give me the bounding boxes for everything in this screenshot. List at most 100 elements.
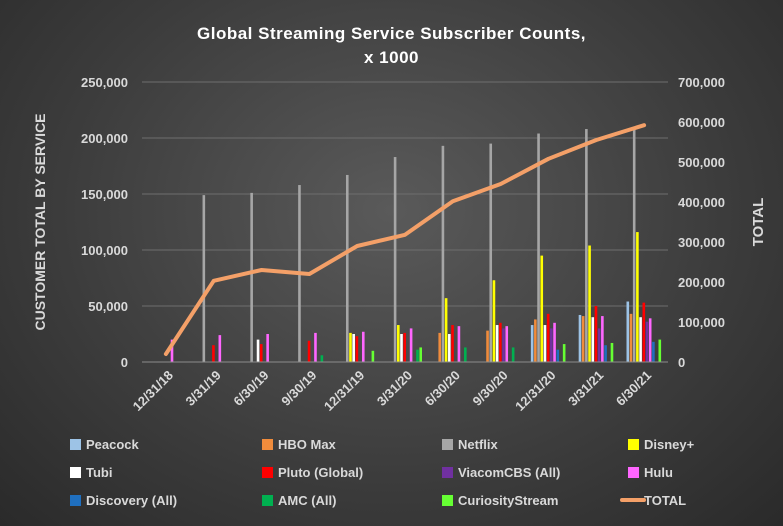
bar [419, 347, 422, 362]
bar [457, 326, 461, 362]
bar [585, 129, 588, 362]
bar [553, 322, 556, 362]
bar [492, 280, 496, 362]
legend-swatch [262, 439, 273, 450]
x-tick-label: 3/31/20 [374, 368, 415, 409]
y2-tick-label: 400,000 [678, 195, 725, 210]
legend-swatch [628, 467, 639, 478]
bar [645, 321, 649, 362]
legend-swatch [262, 495, 273, 506]
bar [626, 301, 630, 362]
bar [320, 355, 324, 362]
x-tick-label: 12/31/19 [321, 368, 367, 414]
legend-label: HBO Max [278, 437, 337, 452]
legend-swatch [628, 439, 639, 450]
legend-swatch [262, 467, 273, 478]
legend-label: Pluto (Global) [278, 465, 363, 480]
bar [530, 325, 534, 362]
y-axis-title: CUSTOMER TOTAL BY SERVICE [32, 113, 48, 330]
y2-tick-label: 0 [678, 355, 685, 370]
legend-label: TOTAL [644, 493, 686, 508]
y-tick-label: 150,000 [81, 187, 128, 202]
bar [629, 313, 633, 362]
legend-label: Disney+ [644, 437, 695, 452]
legend-swatch [442, 495, 453, 506]
bar [588, 245, 591, 362]
bar [505, 326, 509, 362]
bar [540, 255, 544, 362]
x-tick-label: 3/31/19 [183, 368, 224, 409]
x-tick-label: 9/30/19 [278, 368, 319, 409]
bar [409, 328, 413, 362]
bar [266, 334, 269, 362]
legend-label: Tubi [86, 465, 112, 480]
chart-subtitle: x 1000 [364, 48, 419, 67]
bar [218, 335, 222, 362]
bar [212, 345, 215, 362]
legend-label: Hulu [644, 465, 673, 480]
bar [202, 195, 206, 362]
legend-label: Netflix [458, 437, 499, 452]
bar [256, 339, 260, 362]
bar [400, 334, 403, 362]
bar [495, 325, 499, 362]
bar [502, 328, 505, 362]
bar [639, 317, 642, 362]
bar [170, 339, 174, 362]
bar [451, 325, 454, 362]
total-line [163, 123, 647, 356]
bar [314, 332, 317, 362]
bar [361, 331, 365, 362]
bar [652, 341, 655, 362]
y-tick-label: 50,000 [88, 299, 128, 314]
y-tick-label: 250,000 [81, 75, 128, 90]
bar [345, 174, 349, 362]
bar [444, 298, 448, 362]
y-tick-label: 100,000 [81, 243, 128, 258]
x-tick-label: 9/30/20 [469, 368, 510, 409]
bar [597, 328, 601, 362]
bar [393, 157, 397, 362]
bar [550, 328, 553, 362]
bar [591, 317, 595, 362]
bar [259, 344, 263, 362]
legend-label: ViacomCBS (All) [458, 465, 560, 480]
legend-swatch [70, 439, 81, 450]
legend-label: Discovery (All) [86, 493, 177, 508]
legend-swatch [70, 467, 81, 478]
legend-label: Peacock [86, 437, 140, 452]
bar [441, 145, 445, 362]
bar [642, 302, 646, 362]
y2-axis-title: TOTAL [750, 198, 767, 247]
x-tick-label: 6/30/21 [613, 368, 654, 409]
x-tick-label: 12/31/20 [512, 368, 558, 414]
bar [438, 332, 442, 362]
bar [594, 306, 598, 362]
bar [486, 330, 489, 362]
bar [403, 332, 406, 362]
bar [578, 314, 582, 362]
bar [581, 316, 585, 362]
y2-tick-label: 100,000 [678, 315, 725, 330]
legend-swatch [70, 495, 81, 506]
bar [543, 325, 547, 362]
bar [307, 340, 311, 362]
x-tick-label: 3/31/21 [565, 368, 606, 409]
bar [610, 342, 614, 362]
bar [416, 349, 419, 362]
legend-label: CuriosityStream [458, 493, 558, 508]
y2-tick-label: 200,000 [678, 275, 725, 290]
bar [601, 316, 604, 362]
bar [636, 232, 639, 362]
bar [546, 313, 550, 362]
x-tick-label: 12/31/18 [130, 368, 176, 414]
bar [352, 334, 355, 362]
y2-tick-label: 600,000 [678, 115, 725, 130]
bar [534, 319, 537, 362]
bar [371, 350, 375, 362]
bar [349, 332, 352, 362]
bar [464, 347, 467, 362]
bar [489, 143, 493, 362]
